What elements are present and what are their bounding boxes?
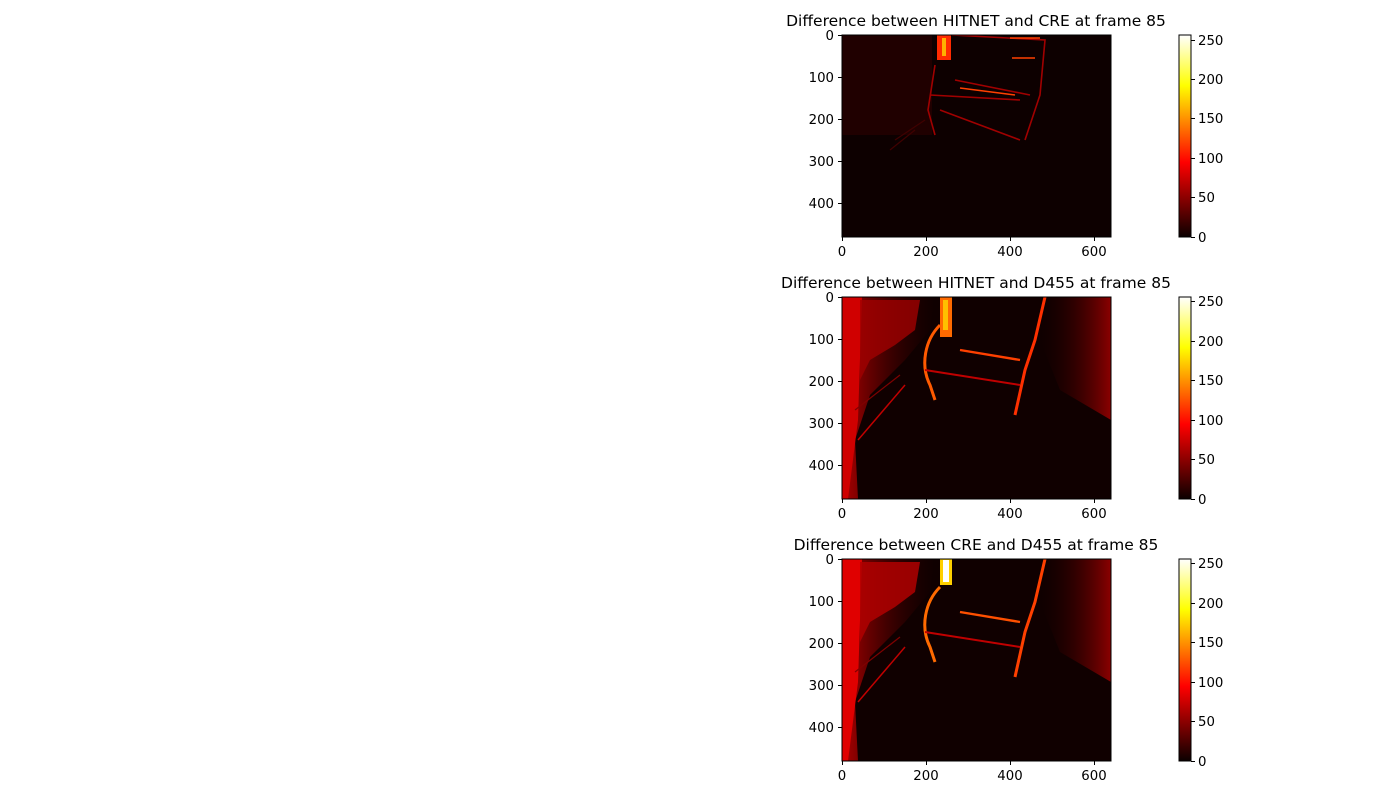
x-tick-label: 200 (913, 245, 938, 260)
colorbar-tick-label: 100 (1198, 152, 1223, 167)
y-tick-label: 200 (809, 113, 834, 128)
x-tick-label: 0 (838, 245, 846, 260)
colorbar-tick-label: 100 (1198, 414, 1223, 429)
colorbar-tick-label: 0 (1198, 231, 1206, 246)
x-tick-label: 600 (1081, 245, 1106, 260)
y-tick-label: 400 (809, 721, 834, 736)
x-tick-label: 0 (838, 769, 846, 784)
x-axis: 0 200 400 600 (838, 499, 1107, 522)
y-tick-label: 300 (809, 155, 834, 170)
heatmap-image (842, 559, 1111, 761)
colorbar-tick-label: 50 (1198, 191, 1215, 206)
y-axis: 0 100 200 300 400 (809, 29, 842, 212)
x-tick-label: 400 (997, 245, 1022, 260)
x-tick-label: 0 (838, 507, 846, 522)
y-tick-label: 100 (809, 595, 834, 610)
x-axis: 0 200 400 600 (838, 761, 1107, 784)
colorbar-tick-label: 150 (1198, 636, 1223, 651)
y-axis: 0 100 200 300 400 (809, 553, 842, 736)
colorbar-tick-label: 250 (1198, 295, 1223, 310)
colorbar-tick-label: 100 (1198, 676, 1223, 691)
heatmap-image (842, 35, 1111, 237)
colorbar-tick-label: 200 (1198, 597, 1223, 612)
colorbar-tick-label: 150 (1198, 374, 1223, 389)
panel-title: Difference between HITNET and CRE at fra… (786, 12, 1166, 30)
y-tick-label: 0 (826, 291, 834, 306)
panel-hitnet-cre: Difference between HITNET and CRE at fra… (786, 12, 1223, 260)
axes-frame (841, 558, 1112, 762)
colorbar: 0 50 100 150 200 250 (1178, 34, 1223, 246)
colorbar-tick-label: 200 (1198, 73, 1223, 88)
colorbar-tick-label: 250 (1198, 34, 1223, 49)
y-tick-label: 0 (826, 553, 834, 568)
heatmap-image (842, 297, 1111, 499)
x-tick-label: 400 (997, 769, 1022, 784)
x-tick-label: 400 (997, 507, 1022, 522)
colorbar-tick-label: 0 (1198, 755, 1206, 770)
x-tick-label: 200 (913, 507, 938, 522)
x-tick-label: 600 (1081, 507, 1106, 522)
colorbar-tick-label: 0 (1198, 493, 1206, 508)
y-tick-label: 300 (809, 679, 834, 694)
y-tick-label: 0 (826, 29, 834, 44)
colorbar-tick-label: 200 (1198, 335, 1223, 350)
x-tick-label: 200 (913, 769, 938, 784)
x-axis: 0 200 400 600 (838, 237, 1107, 260)
panel-title: Difference between CRE and D455 at frame… (794, 536, 1159, 554)
colorbar-tick-label: 50 (1198, 715, 1215, 730)
colorbar: 0 50 100 150 200 250 (1178, 557, 1223, 770)
y-tick-label: 100 (809, 333, 834, 348)
axes-frame (841, 34, 1112, 238)
y-axis: 0 100 200 300 400 (809, 291, 842, 474)
y-tick-label: 400 (809, 197, 834, 212)
y-tick-label: 300 (809, 417, 834, 432)
colorbar-tick-label: 50 (1198, 453, 1215, 468)
y-tick-label: 200 (809, 637, 834, 652)
y-tick-label: 400 (809, 459, 834, 474)
colorbar-tick-label: 250 (1198, 557, 1223, 572)
panel-title: Difference between HITNET and D455 at fr… (781, 274, 1171, 292)
panel-cre-d455: Difference between CRE and D455 at frame… (794, 536, 1224, 784)
axes-frame (841, 296, 1112, 500)
colorbar-tick-label: 150 (1198, 112, 1223, 127)
colorbar: 0 50 100 150 200 250 (1178, 295, 1223, 508)
x-tick-label: 600 (1081, 769, 1106, 784)
y-tick-label: 100 (809, 71, 834, 86)
panel-hitnet-d455: Difference between HITNET and D455 at fr… (781, 274, 1223, 522)
y-tick-label: 200 (809, 375, 834, 390)
